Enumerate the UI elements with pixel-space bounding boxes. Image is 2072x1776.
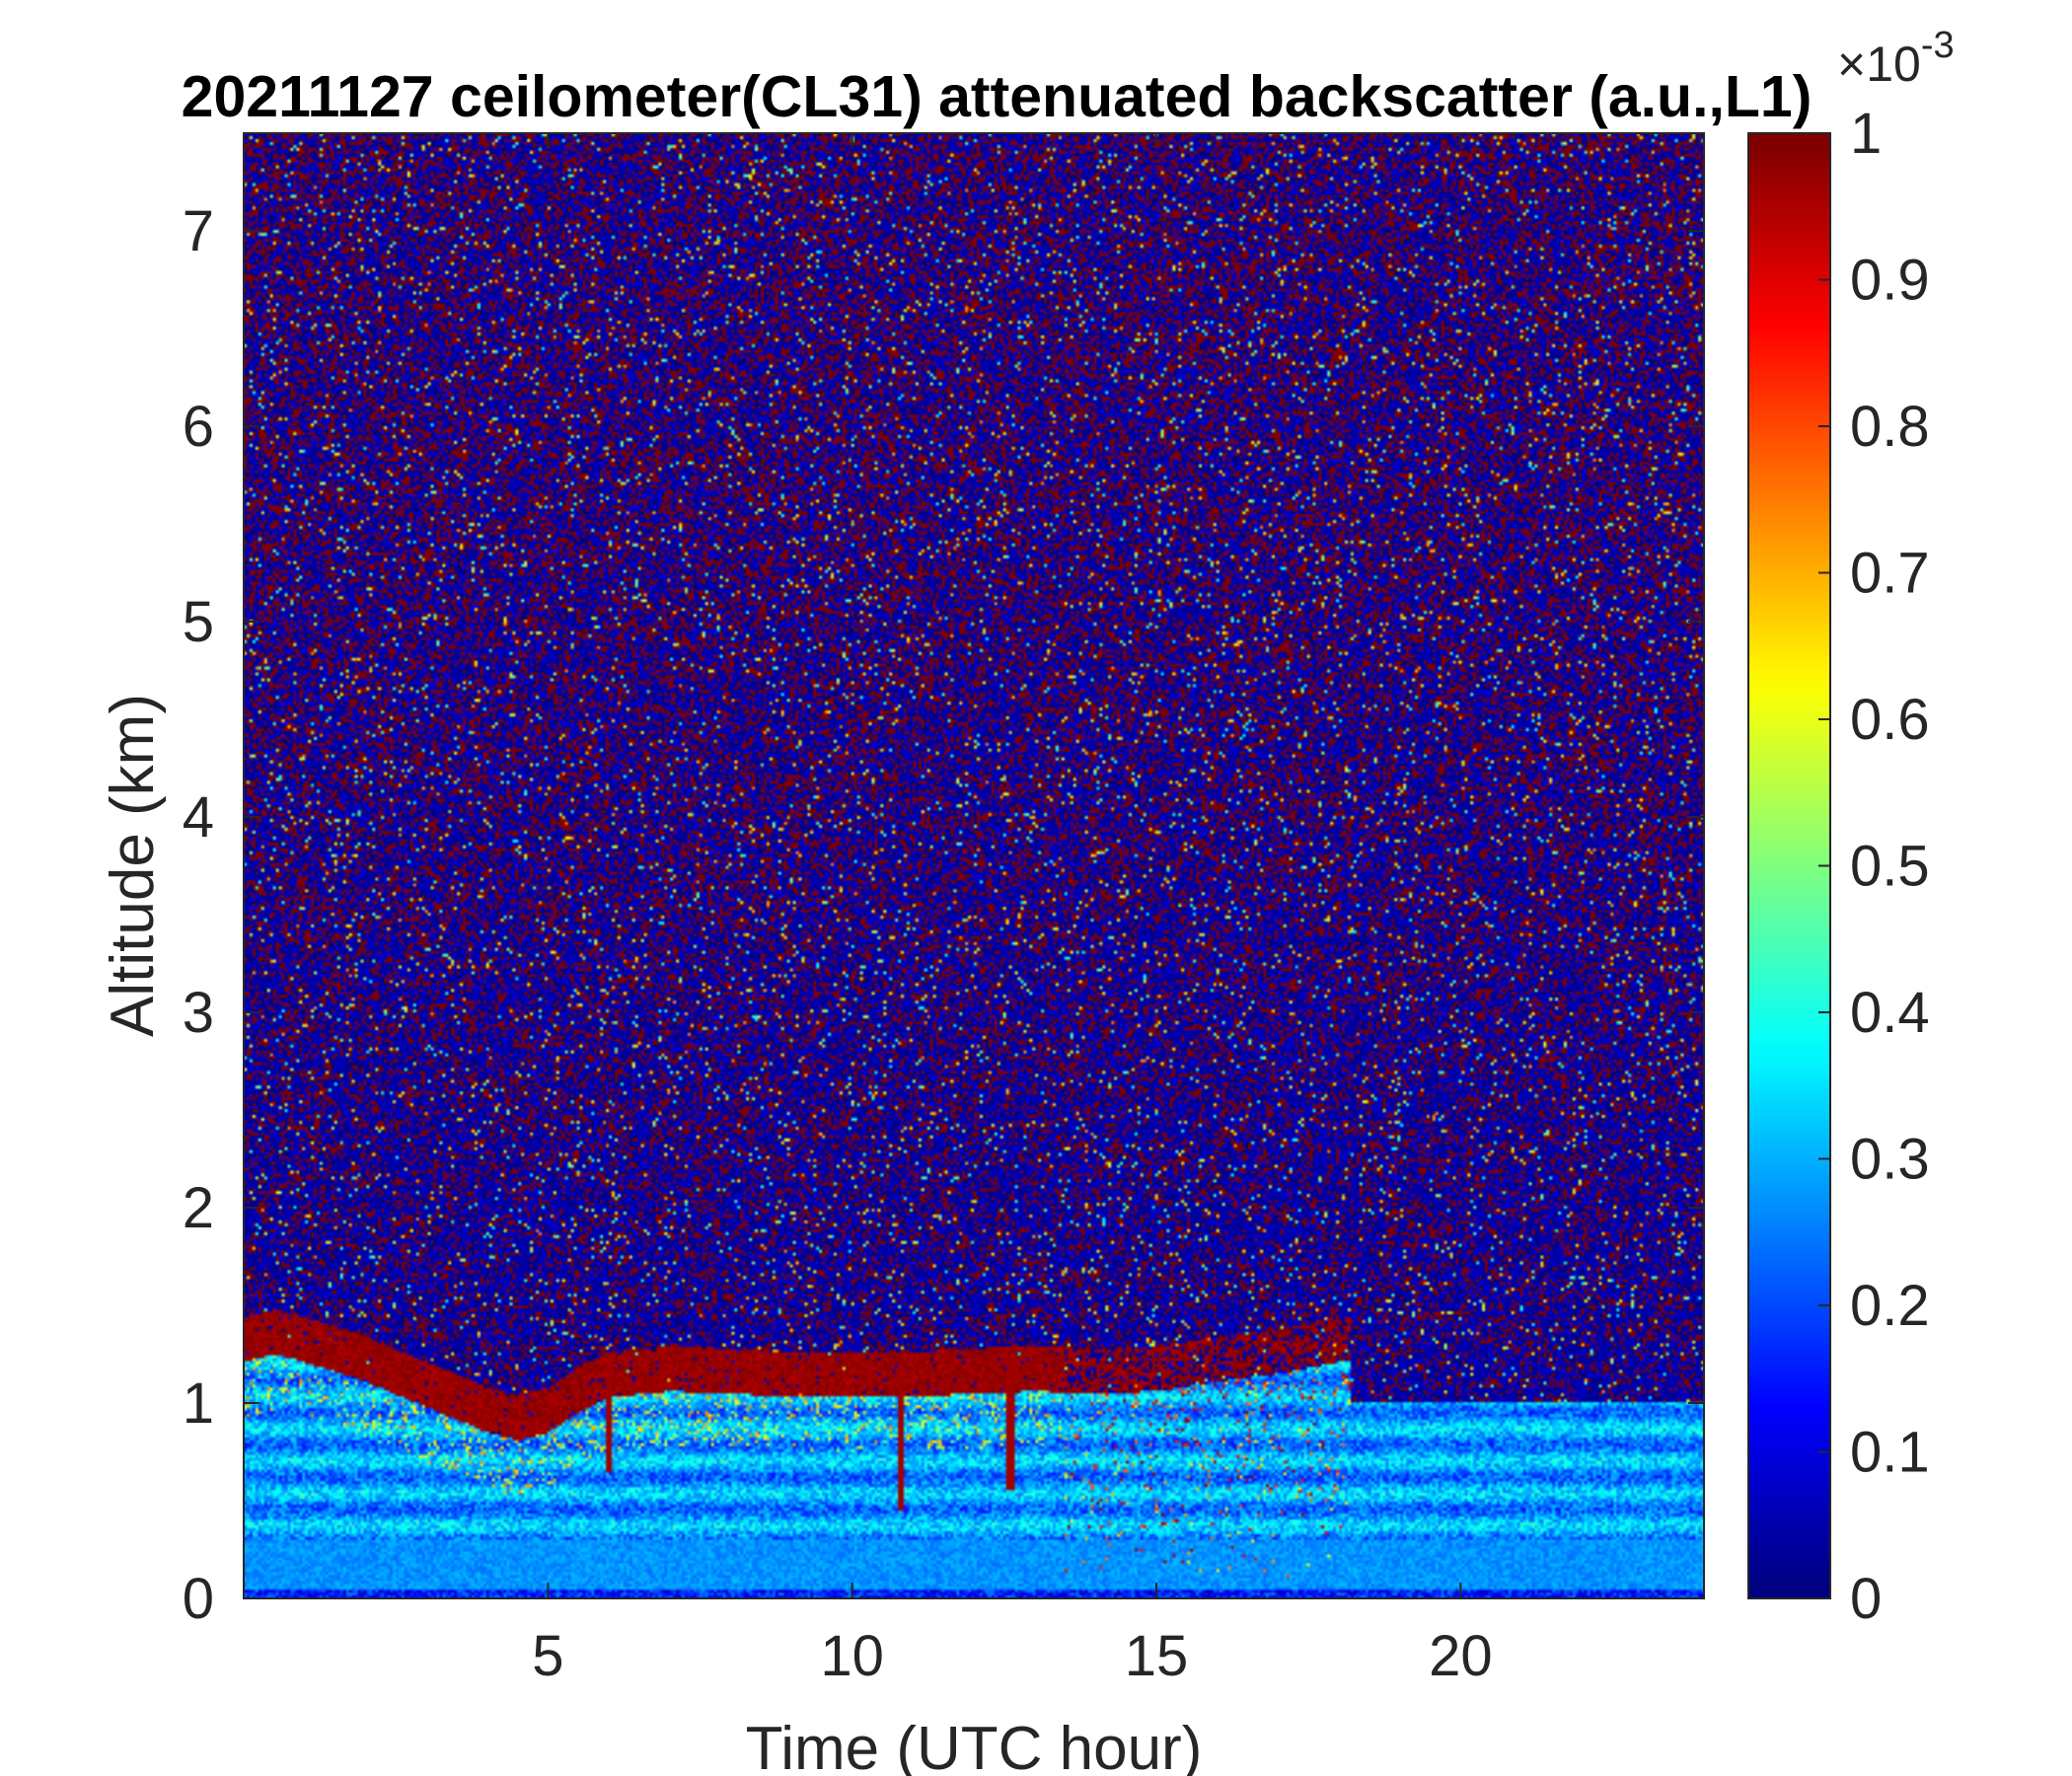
y-tick-label: 0 [183, 1567, 214, 1631]
x-axis-title: Time (UTC hour) [746, 1715, 1203, 1776]
colorbar-ticks: 0 0.1 0.2 0.3 0.4 0.5 0.6 0.7 0.8 0.9 1 [1818, 102, 1930, 1631]
colorbar-tick-label: 0.6 [1850, 688, 1930, 752]
y-tick-label: 6 [183, 395, 214, 459]
colorbar-tick-label: 0.4 [1850, 981, 1930, 1045]
colorbar-exponent-base: ×10 [1837, 37, 1921, 92]
colorbar-tick-label: 0.8 [1850, 395, 1930, 459]
colorbar-tick-label: 0.3 [1850, 1128, 1930, 1192]
plot-frame [243, 132, 1705, 1599]
x-tick-label: 15 [1125, 1624, 1189, 1688]
y-tick-label: 1 [183, 1371, 214, 1436]
colorbar-tick-label: 0.5 [1850, 835, 1930, 899]
y-axis-title: Altitude (km) [99, 694, 167, 1037]
y-axis: 0 1 2 3 4 5 6 7 [183, 199, 1704, 1631]
x-axis: 5 10 15 20 [532, 133, 1493, 1688]
colorbar-tick-label: 0.9 [1850, 249, 1930, 313]
colorbar-tick-label: 0 [1850, 1567, 1882, 1631]
colorbar-gradient [1748, 133, 1830, 1598]
colorbar-tick-label: 0.1 [1850, 1421, 1930, 1485]
x-tick-label: 10 [820, 1624, 884, 1688]
y-tick-label: 5 [183, 590, 214, 654]
colorbar-exponent-power: -3 [1921, 25, 1955, 66]
y-tick-label: 2 [183, 1176, 214, 1240]
colorbar-tick-label: 0.7 [1850, 542, 1930, 606]
plot-area [243, 132, 1705, 1599]
colorbar-tick-label: 0.2 [1850, 1274, 1930, 1338]
colorbar: 0 0.1 0.2 0.3 0.4 0.5 0.6 0.7 0.8 0.9 1 ×10-3 [1747, 25, 1955, 1631]
chart-title: 20211127 ceilometer(CL31) attenuated bac… [182, 64, 1813, 129]
y-tick-label: 3 [183, 981, 214, 1045]
colorbar-tick-label: 1 [1850, 102, 1882, 166]
x-tick-label: 5 [532, 1624, 563, 1688]
backscatter-heatmap [244, 133, 1704, 1598]
colorbar-exponent: ×10-3 [1837, 25, 1955, 92]
y-tick-label: 7 [183, 199, 214, 263]
x-tick-label: 20 [1429, 1624, 1493, 1688]
y-tick-label: 4 [183, 785, 214, 850]
